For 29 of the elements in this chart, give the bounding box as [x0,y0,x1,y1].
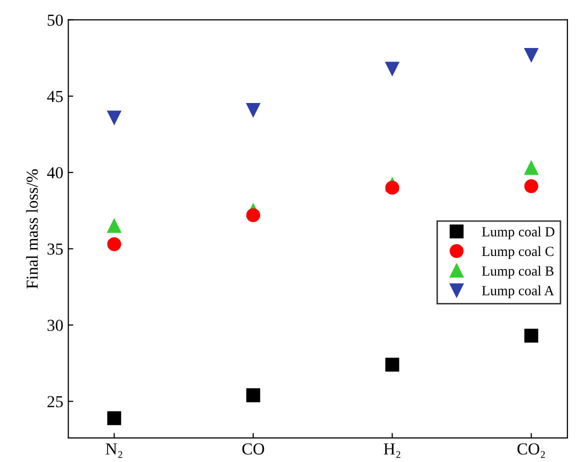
y-tick-label: 50 [48,14,63,26]
x-tick-label: CO [242,443,264,455]
point [385,358,400,372]
point [385,180,400,195]
y-tick-label: 30 [48,320,63,331]
point [524,179,538,194]
y-axis-title: Final mass loss/% [26,169,38,289]
point [107,411,122,426]
x-tick-label: N₂ [106,443,122,458]
point [107,237,122,252]
point [524,48,538,62]
point [246,102,260,117]
x-tick-label: H₂ [384,443,400,458]
point [524,160,538,175]
point [246,388,260,402]
y-tick-label: 35 [48,244,63,255]
point [246,208,260,222]
point [524,328,538,343]
legend-label: Lump coal D [482,226,554,240]
point [385,62,400,76]
legend-label: Lump coal B [482,266,554,279]
x-tick-label: CO₂ [517,443,545,458]
point [107,110,122,124]
point [107,218,122,233]
y-tick-label: 25 [48,396,63,408]
y-tick-label: 40 [47,167,63,178]
legend-label: Lump coal C [482,246,554,259]
legend-label: Lump coal A [482,286,554,298]
y-tick-label: 45 [47,90,63,102]
